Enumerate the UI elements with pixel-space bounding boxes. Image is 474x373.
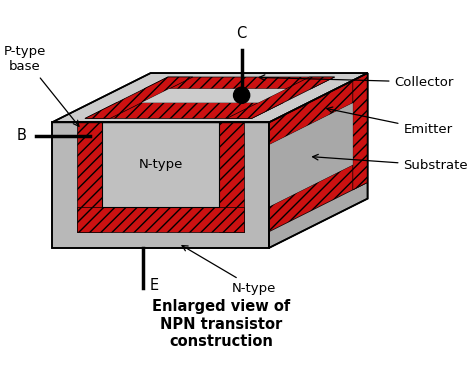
Polygon shape <box>269 157 368 232</box>
Circle shape <box>234 87 250 103</box>
Text: B: B <box>17 128 27 143</box>
Polygon shape <box>269 103 353 207</box>
Text: C: C <box>237 26 247 41</box>
Polygon shape <box>219 122 244 232</box>
Polygon shape <box>102 122 219 207</box>
Text: N-type: N-type <box>138 158 182 171</box>
Polygon shape <box>269 73 368 145</box>
Text: Substrate: Substrate <box>312 154 468 172</box>
Text: Collector: Collector <box>259 75 454 88</box>
Polygon shape <box>227 77 335 119</box>
Polygon shape <box>144 77 335 89</box>
Polygon shape <box>52 122 269 248</box>
Text: P-type
base: P-type base <box>4 45 79 126</box>
Text: E: E <box>150 278 159 293</box>
Text: Emitter: Emitter <box>327 107 453 136</box>
Polygon shape <box>77 207 244 232</box>
Text: Enlarged view of
NPN transistor
construction: Enlarged view of NPN transistor construc… <box>152 299 291 349</box>
Polygon shape <box>142 89 286 103</box>
Polygon shape <box>269 73 368 248</box>
Text: N-type: N-type <box>182 245 276 295</box>
Polygon shape <box>353 73 368 190</box>
Polygon shape <box>77 122 102 232</box>
Polygon shape <box>85 77 193 119</box>
Polygon shape <box>52 73 368 122</box>
Polygon shape <box>85 103 283 119</box>
